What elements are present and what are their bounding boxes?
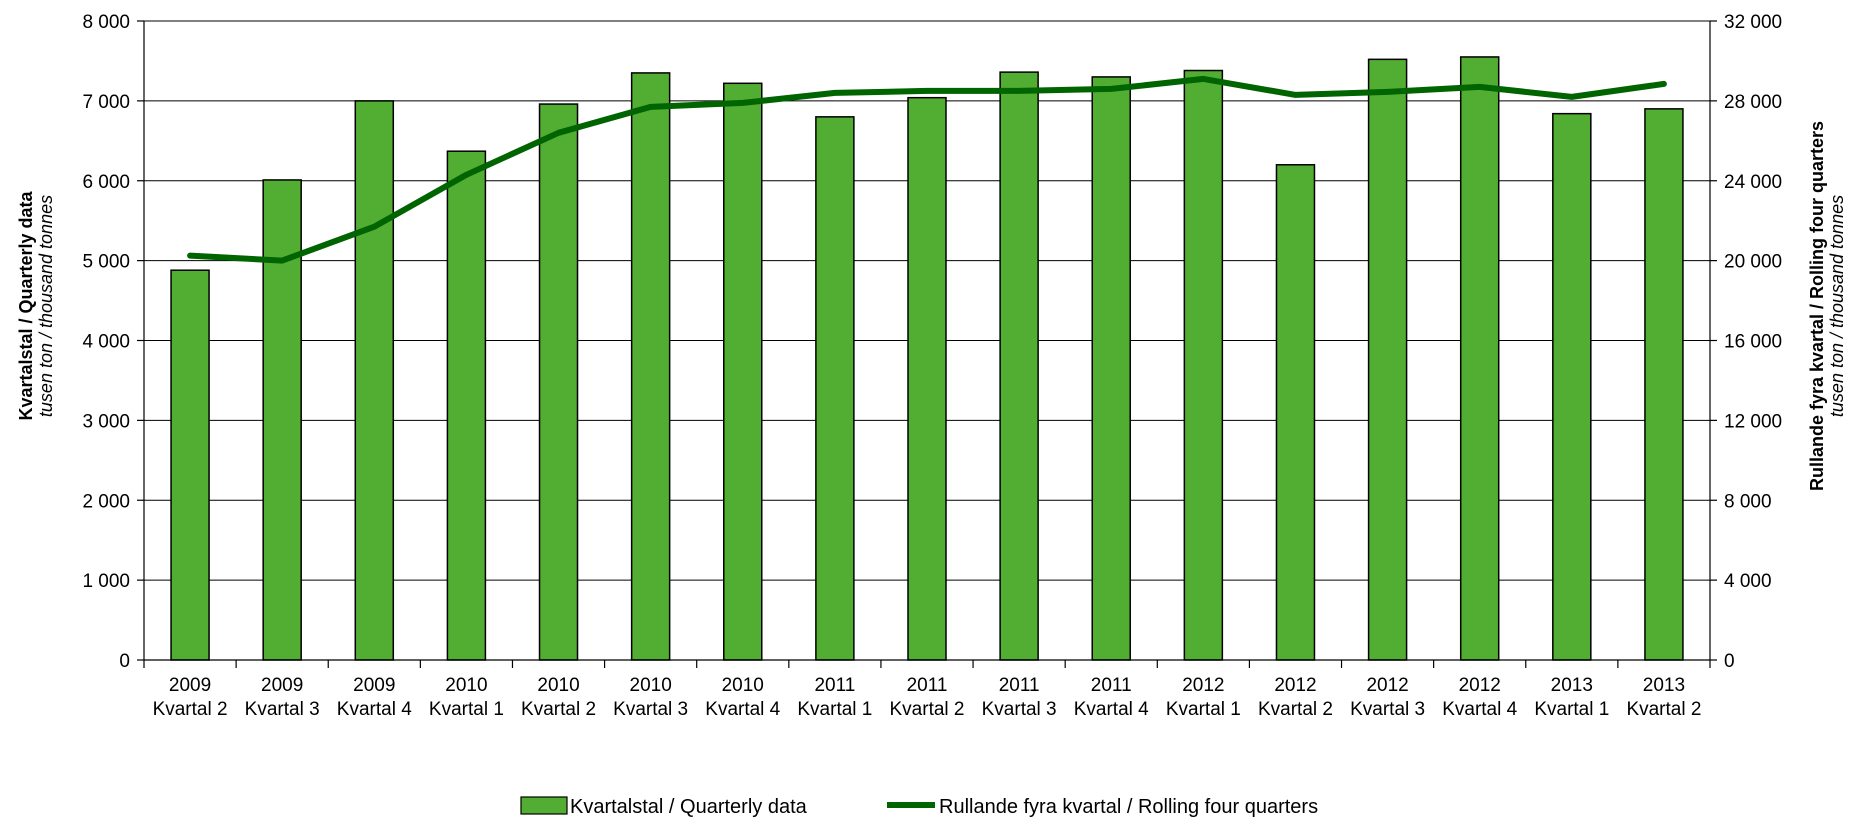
- right-tick-label: 8 000: [1724, 491, 1772, 512]
- left-tick-label: 6 000: [82, 172, 130, 193]
- x-tick-label-year: 2009: [169, 675, 211, 696]
- x-tick-label-quarter: Kvartal 1: [797, 699, 872, 720]
- x-tick-label-year: 2009: [261, 675, 303, 696]
- left-tick-label: 2 000: [82, 491, 130, 512]
- left-axis-title-bold: Kvartalstal / Quarterly data: [16, 190, 36, 420]
- left-tick-label: 8 000: [82, 12, 130, 33]
- right-axis-title-bold: Rullande fyra kvartal / Rolling four qua…: [1807, 121, 1827, 491]
- x-tick-label-year: 2012: [1182, 675, 1224, 696]
- rolling-series-line: [187, 75, 1667, 264]
- x-tick-label-year: 2011: [999, 675, 1040, 696]
- x-tick-label-quarter: Kvartal 3: [245, 699, 320, 720]
- right-tick-label: 28 000: [1724, 92, 1782, 113]
- bar: [538, 103, 579, 661]
- x-tick-label-quarter: Kvartal 2: [521, 699, 596, 720]
- x-axis-ticks: 2009 Kvartal 2 2009 Kvartal 3 2009 Kvartal 4 2…: [143, 660, 1711, 720]
- right-tick-label: 16 000: [1724, 332, 1782, 353]
- left-tick-label: 3 000: [82, 411, 130, 432]
- x-tick-label-year: 2010: [630, 675, 672, 696]
- left-tick-label: 1 000: [82, 571, 130, 592]
- x-tick-label-quarter: Kvartal 4: [337, 699, 412, 720]
- x-tick-label-quarter: Kvartal 2: [1626, 699, 1701, 720]
- left-tick-label: 5 000: [82, 252, 130, 273]
- bar: [1275, 164, 1316, 661]
- left-tick-label: 4 000: [82, 332, 130, 353]
- x-tick-label-quarter: Kvartal 3: [1350, 699, 1425, 720]
- x-tick-label-year: 2013: [1643, 675, 1685, 696]
- right-tick-label: 32 000: [1724, 12, 1782, 33]
- bar: [354, 100, 395, 661]
- right-tick-label: 4 000: [1724, 571, 1772, 592]
- rolling-line-layer: [187, 75, 1667, 264]
- x-tick-label-year: 2012: [1366, 675, 1408, 696]
- x-tick-label-quarter: Kvartal 1: [429, 699, 504, 720]
- legend: Kvartalstal / Quarterly data Rullande fy…: [520, 796, 1318, 818]
- bar: [1459, 56, 1500, 661]
- x-tick-label-quarter: Kvartal 3: [982, 699, 1057, 720]
- x-tick-label-quarter: Kvartal 4: [705, 699, 780, 720]
- right-axis-title-italic: tusen ton / thousand tonnes: [1827, 195, 1847, 417]
- x-tick-label-year: 2011: [814, 675, 855, 696]
- quarterly-bars: [170, 56, 1684, 661]
- bar: [723, 82, 763, 661]
- bar: [999, 71, 1039, 661]
- x-tick-label-year: 2009: [353, 675, 395, 696]
- right-tick-label: 20 000: [1724, 252, 1782, 273]
- right-axis-ticks: 0 4 000 8 000 12 000 16 000 20 000 24 000 28 00…: [1710, 12, 1782, 672]
- x-tick-label-year: 2011: [907, 675, 948, 696]
- left-axis-ticks: 0 1 000 2 000 3 000 4 000 5 000 6 000 7 000 8 00…: [82, 12, 144, 672]
- x-tick-label-year: 2012: [1274, 675, 1316, 696]
- left-tick-label: 7 000: [82, 92, 130, 113]
- x-tick-label-quarter: Kvartal 4: [1442, 699, 1517, 720]
- x-tick-label-quarter: Kvartal 1: [1166, 699, 1241, 720]
- x-tick-label-year: 2012: [1459, 675, 1501, 696]
- bar: [170, 269, 210, 661]
- x-tick-label-year: 2013: [1551, 675, 1593, 696]
- x-tick-label-quarter: Kvartal 3: [613, 699, 688, 720]
- right-tick-label: 24 000: [1724, 172, 1782, 193]
- x-tick-label-quarter: Kvartal 2: [153, 699, 228, 720]
- x-tick-label-quarter: Kvartal 2: [890, 699, 965, 720]
- left-axis-title-italic: tusen ton / thousand tonnes: [36, 195, 56, 417]
- left-tick-label: 0: [119, 651, 130, 672]
- right-tick-label: 12 000: [1724, 411, 1782, 432]
- x-tick-label-year: 2010: [445, 675, 487, 696]
- x-tick-label-quarter: Kvartal 2: [1258, 699, 1333, 720]
- bar: [446, 150, 487, 661]
- bar: [1183, 69, 1224, 661]
- legend-label-line: Rullande fyra kvartal / Rolling four qua…: [939, 796, 1318, 818]
- left-axis-title: Kvartalstal / Quarterly data tusen ton /…: [16, 190, 56, 420]
- x-tick-label-year: 2010: [722, 675, 764, 696]
- legend-label-bars: Kvartalstal / Quarterly data: [570, 796, 808, 818]
- bar: [1367, 58, 1408, 661]
- bar: [630, 72, 671, 661]
- x-tick-label-quarter: Kvartal 4: [1074, 699, 1149, 720]
- bar: [1552, 112, 1592, 661]
- right-tick-label: 0: [1724, 651, 1735, 672]
- bar: [262, 179, 302, 661]
- x-tick-label-year: 2011: [1091, 675, 1132, 696]
- x-tick-label-year: 2010: [537, 675, 579, 696]
- bar: [907, 96, 947, 661]
- x-tick-label-quarter: Kvartal 1: [1534, 699, 1609, 720]
- bar: [1644, 108, 1684, 661]
- bar: [815, 116, 855, 661]
- right-axis-title: Rullande fyra kvartal / Rolling four qua…: [1807, 121, 1847, 491]
- legend-swatch-bars: [520, 796, 568, 815]
- bar: [1091, 76, 1131, 661]
